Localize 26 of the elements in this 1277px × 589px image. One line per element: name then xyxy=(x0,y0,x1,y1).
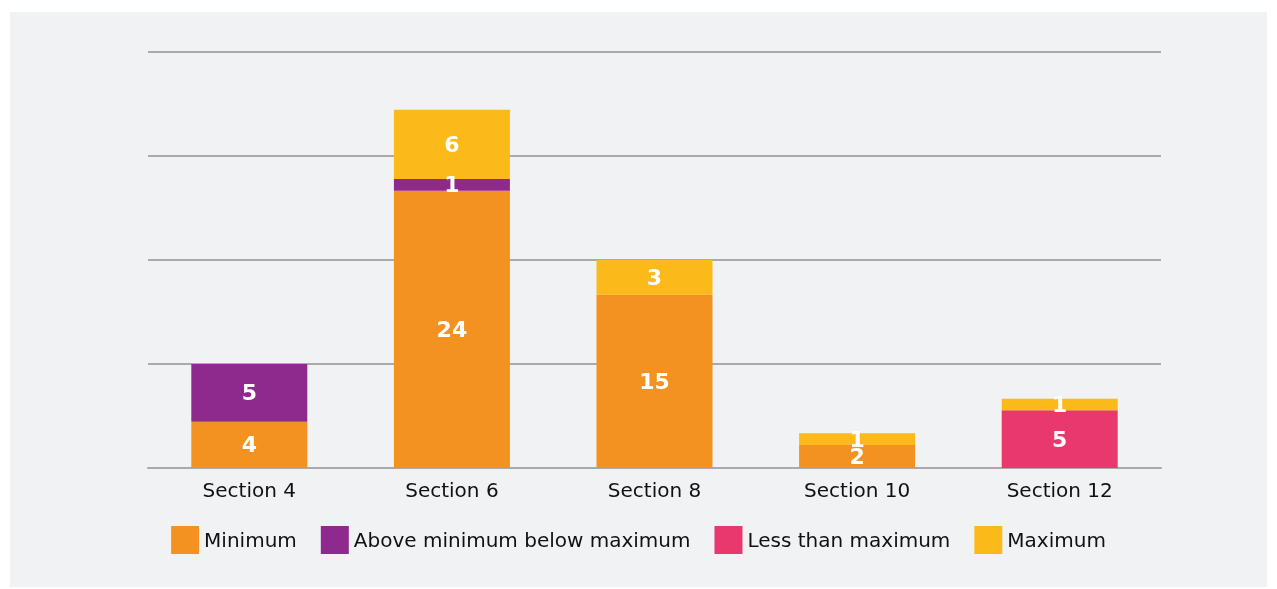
x-tick-label: Section 10 xyxy=(804,478,911,502)
data-label: 1 xyxy=(444,172,460,198)
x-tick-label: Section 8 xyxy=(607,478,702,502)
bar xyxy=(596,294,713,468)
x-tick-label: Section 12 xyxy=(1006,478,1113,502)
data-label: 5 xyxy=(1052,426,1068,452)
legend-label: Above minimum below maximum xyxy=(353,528,691,552)
legend-label: Maximum xyxy=(1007,528,1106,552)
data-label: 24 xyxy=(436,316,468,342)
bar xyxy=(1001,410,1118,468)
x-tick-label: Section 4 xyxy=(202,478,296,502)
bar xyxy=(393,190,510,468)
data-label: 3 xyxy=(646,264,663,290)
bar xyxy=(1001,398,1118,411)
x-tick-label: Section 6 xyxy=(405,478,499,502)
legend-label: Minimum xyxy=(204,528,297,552)
data-label: 5 xyxy=(241,380,257,406)
data-label: 4 xyxy=(241,432,257,458)
data-label: 1 xyxy=(1052,391,1068,417)
bar xyxy=(799,433,916,445)
bar xyxy=(191,364,308,422)
bar xyxy=(191,421,308,468)
bar xyxy=(596,260,713,295)
data-label: 15 xyxy=(639,368,670,394)
legend-label: Less than maximum xyxy=(747,528,951,552)
data-label: 6 xyxy=(444,131,460,157)
